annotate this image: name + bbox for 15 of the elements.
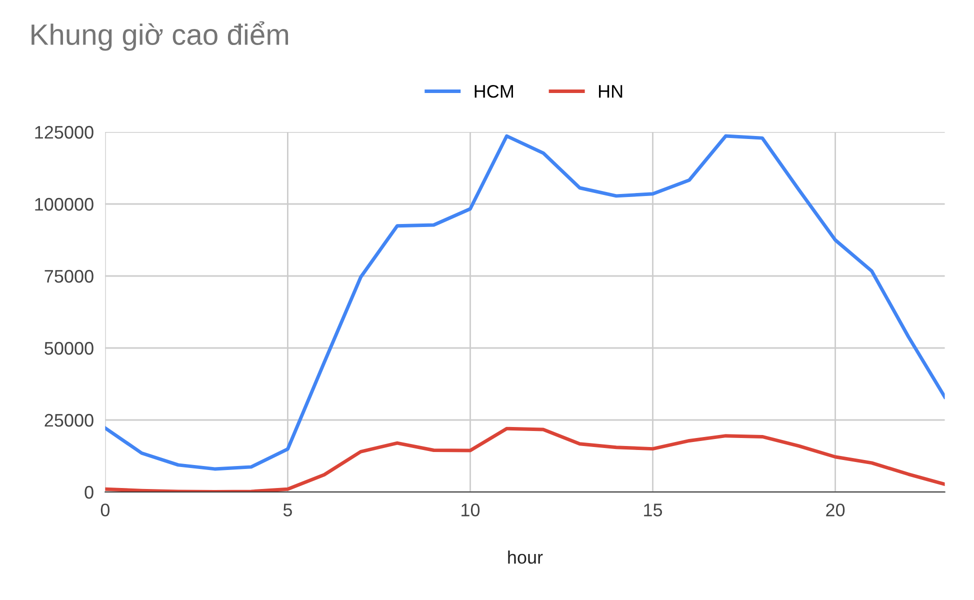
chart-title: Khung giờ cao điểm <box>32 21 288 51</box>
y-tick-label: 25000 <box>44 414 94 427</box>
y-tick-label: 75000 <box>44 270 94 283</box>
x-tick-label: 0 <box>100 504 110 516</box>
x-tick-label: 15 <box>644 504 662 516</box>
x-tick-label: 5 <box>283 504 292 516</box>
legend-label: HCM <box>474 84 513 98</box>
y-tick-label: 125000 <box>35 126 94 139</box>
x-axis-title: hour <box>508 550 543 564</box>
x-tick-label: 20 <box>826 504 845 516</box>
legend-label: HN <box>598 85 622 98</box>
y-tick-label: 50000 <box>44 342 94 355</box>
y-tick-label: 100000 <box>35 198 94 211</box>
x-tick-label: 10 <box>462 504 480 516</box>
y-tick-label: 0 <box>84 486 94 499</box>
